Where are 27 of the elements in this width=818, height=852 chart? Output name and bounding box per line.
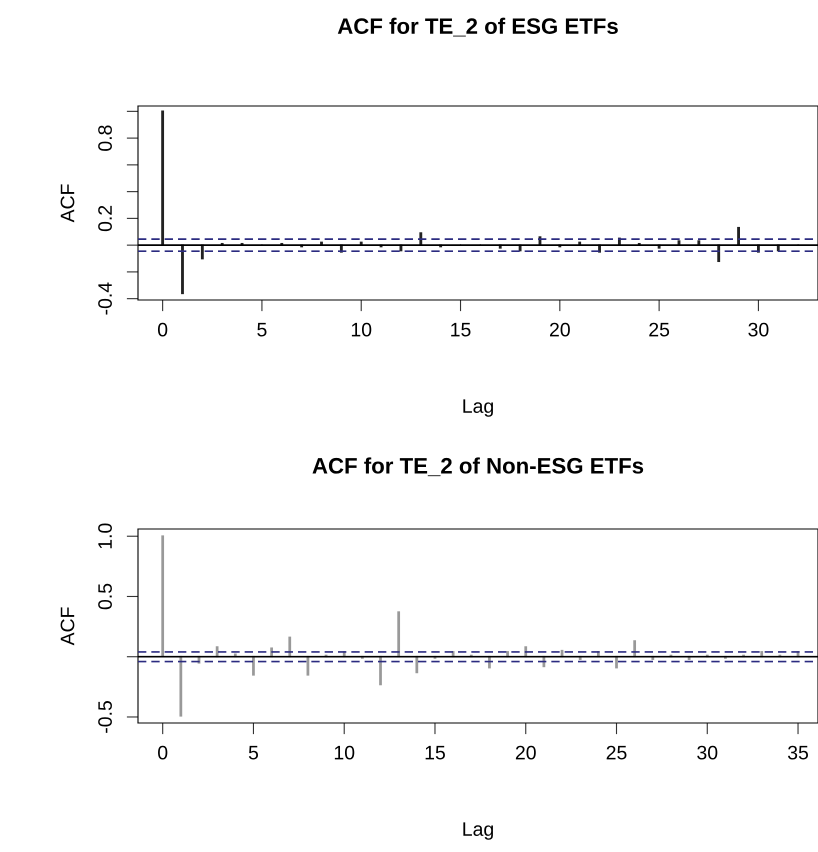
- y-tick-label: -0.4: [98, 282, 112, 315]
- chart-title: ACF for TE_2 of Non-ESG ETFs: [312, 457, 644, 476]
- y-tick-label: 0.8: [98, 125, 112, 151]
- y-tick-label: -0.5: [98, 701, 112, 733]
- x-tick-label: 25: [606, 746, 627, 760]
- x-tick-label: 15: [451, 322, 471, 337]
- x-tick-label: 0: [158, 322, 168, 337]
- x-tick-label: 10: [352, 322, 372, 337]
- x-tick-label: 5: [248, 746, 258, 760]
- chart-title: ACF for TE_2 of ESG ETFs: [338, 18, 618, 36]
- x-tick-label: 20: [550, 322, 570, 337]
- x-tick-label: 5: [257, 322, 267, 337]
- x-tick-label: 30: [697, 746, 718, 760]
- y-tick-label: 1.0: [98, 523, 112, 548]
- y-axis-title: ACF: [60, 184, 74, 222]
- x-axis-title: Lag: [463, 399, 493, 417]
- x-tick-label: 20: [516, 746, 536, 760]
- x-tick-label: 35: [788, 746, 808, 760]
- y-tick-label: 0.2: [98, 206, 112, 232]
- y-tick-label: 0.5: [98, 584, 112, 610]
- x-tick-label: 10: [334, 746, 354, 760]
- x-tick-label: 15: [426, 746, 445, 760]
- x-tick-label: 0: [158, 746, 168, 760]
- x-tick-label: 25: [649, 322, 670, 337]
- x-tick-label: 30: [748, 322, 768, 337]
- y-axis-title: ACF: [60, 607, 74, 646]
- x-axis-title: Lag: [463, 822, 493, 840]
